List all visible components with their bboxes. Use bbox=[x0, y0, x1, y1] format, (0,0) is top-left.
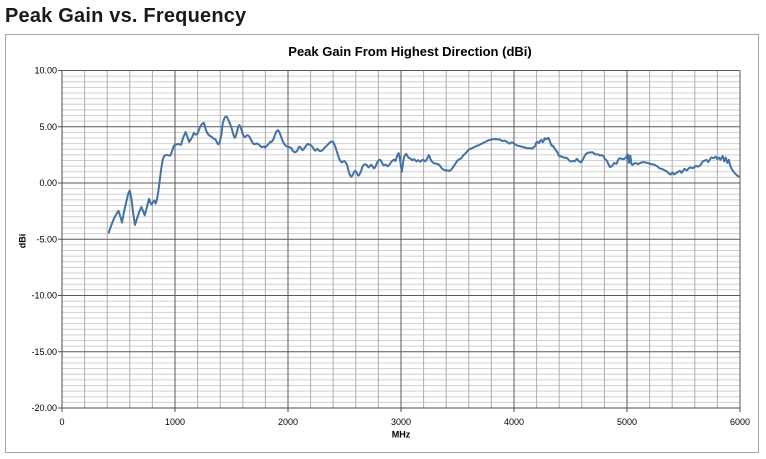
svg-text:0: 0 bbox=[59, 417, 64, 427]
svg-text:2000: 2000 bbox=[278, 417, 298, 427]
svg-text:-15.00: -15.00 bbox=[31, 347, 57, 357]
svg-text:5000: 5000 bbox=[617, 417, 637, 427]
svg-text:Peak Gain From Highest Directi: Peak Gain From Highest Direction (dBi) bbox=[288, 44, 531, 59]
svg-text:MHz: MHz bbox=[392, 430, 411, 440]
svg-text:-10.00: -10.00 bbox=[31, 291, 57, 301]
svg-text:4000: 4000 bbox=[504, 417, 524, 427]
svg-text:3000: 3000 bbox=[391, 417, 411, 427]
svg-text:-5.00: -5.00 bbox=[36, 234, 57, 244]
svg-text:-20.00: -20.00 bbox=[31, 403, 57, 413]
svg-text:dBi: dBi bbox=[18, 234, 28, 249]
svg-text:1000: 1000 bbox=[165, 417, 185, 427]
svg-text:5.00: 5.00 bbox=[39, 122, 57, 132]
svg-text:0.00: 0.00 bbox=[39, 178, 57, 188]
svg-text:10.00: 10.00 bbox=[34, 66, 57, 76]
svg-text:6000: 6000 bbox=[730, 417, 750, 427]
